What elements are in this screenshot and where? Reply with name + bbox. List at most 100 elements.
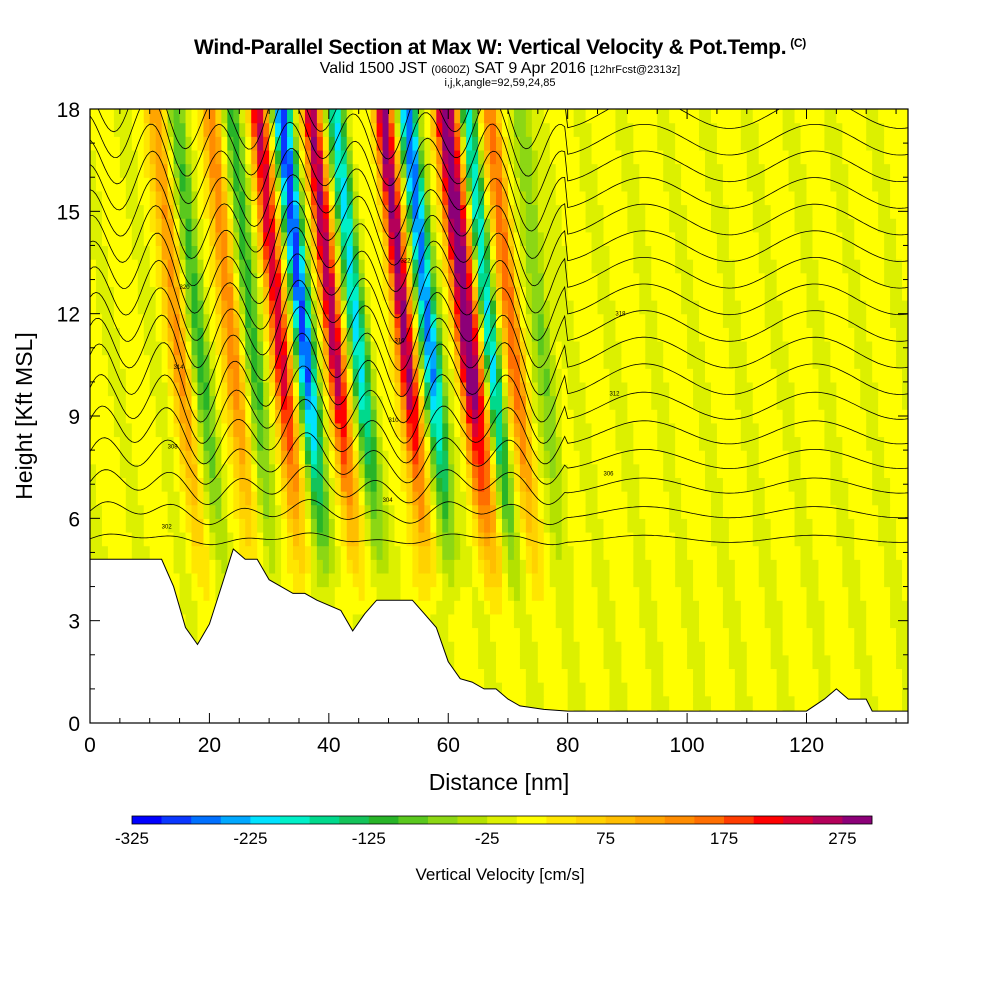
velocity-cell [800, 340, 808, 356]
velocity-cell [663, 668, 670, 683]
velocity-cell [758, 463, 766, 478]
velocity-cell [448, 531, 455, 547]
velocity-cell [376, 545, 384, 560]
velocity-cell [95, 436, 103, 451]
velocity-cell [890, 627, 897, 642]
velocity-cell [519, 477, 527, 492]
velocity-cell [752, 668, 760, 683]
velocity-cell [764, 572, 772, 588]
velocity-cell [322, 477, 330, 492]
velocity-cell [609, 695, 617, 710]
velocity-cell [806, 340, 814, 356]
velocity-cell [704, 340, 712, 356]
velocity-cell [675, 368, 682, 383]
velocity-cell [155, 327, 163, 342]
velocity-cell [531, 668, 539, 683]
velocity-cell [364, 409, 372, 424]
velocity-cell [448, 354, 455, 369]
velocity-cell [890, 641, 897, 656]
velocity-cell [310, 381, 318, 397]
velocity-cell [203, 395, 211, 410]
velocity-cell [340, 286, 348, 301]
velocity-cell [794, 600, 802, 615]
velocity-cell [806, 245, 814, 260]
velocity-cell [149, 231, 157, 247]
velocity-cell [699, 231, 706, 247]
velocity-cell [806, 641, 814, 656]
velocity-cell [215, 436, 222, 451]
velocity-cell [716, 231, 724, 247]
velocity-cell [173, 518, 181, 533]
velocity-cell [197, 327, 205, 342]
velocity-cell [818, 491, 826, 506]
velocity-cell [764, 559, 772, 574]
velocity-cell [507, 682, 515, 697]
velocity-cell [334, 354, 342, 369]
velocity-cell [603, 654, 611, 670]
velocity-cell [448, 613, 455, 629]
velocity-cell [287, 531, 294, 547]
velocity-cell [525, 477, 533, 492]
velocity-cell [454, 354, 461, 369]
velocity-cell [519, 586, 527, 601]
velocity-cell [233, 231, 240, 247]
velocity-cell [424, 504, 431, 519]
velocity-cell [764, 477, 772, 492]
velocity-cell [573, 368, 581, 383]
velocity-cell [484, 477, 491, 492]
velocity-cell [173, 531, 181, 547]
velocity-cell [669, 572, 676, 588]
velocity-cell [484, 559, 491, 574]
velocity-cell [167, 231, 175, 247]
velocity-cell [812, 436, 820, 451]
velocity-cell [221, 504, 228, 519]
velocity-cell [507, 572, 515, 588]
velocity-cell [119, 368, 127, 383]
velocity-cell [466, 545, 473, 560]
velocity-cell [848, 586, 855, 601]
velocity-cell [281, 559, 288, 574]
velocity-cell [549, 641, 557, 656]
velocity-cell [794, 450, 802, 465]
velocity-cell [460, 450, 467, 465]
velocity-cell [472, 641, 479, 656]
velocity-cell [513, 272, 521, 287]
velocity-cell [776, 518, 784, 533]
velocity-cell [519, 695, 527, 710]
velocity-cell [484, 409, 491, 424]
velocity-cell [478, 313, 485, 328]
velocity-cell [818, 668, 826, 683]
velocity-cell [370, 491, 378, 506]
velocity-cell [716, 259, 724, 274]
velocity-cell [716, 531, 724, 547]
velocity-cell [131, 218, 139, 233]
velocity-cell [173, 327, 181, 342]
velocity-cell [794, 695, 802, 710]
velocity-cell [436, 327, 443, 342]
velocity-cell [233, 327, 240, 342]
velocity-cell [310, 259, 318, 274]
velocity-cell [364, 340, 372, 356]
velocity-cell [275, 218, 282, 233]
velocity-cell [633, 518, 640, 533]
velocity-cell [454, 504, 461, 519]
velocity-cell [406, 422, 414, 438]
velocity-cell [657, 409, 664, 424]
velocity-cell [782, 272, 790, 287]
velocity-cell [418, 395, 425, 410]
velocity-cell [221, 368, 228, 383]
velocity-cell [555, 245, 563, 260]
velocity-cell [263, 559, 270, 574]
velocity-cell [227, 231, 234, 247]
velocity-cell [627, 572, 634, 588]
velocity-cell [866, 231, 873, 247]
velocity-cell [693, 272, 700, 287]
velocity-cell [561, 695, 569, 710]
velocity-cell [448, 504, 455, 519]
velocity-cell [854, 477, 861, 492]
velocity-cell [627, 395, 634, 410]
velocity-cell [352, 518, 360, 533]
velocity-cell [478, 354, 485, 369]
velocity-cell [567, 668, 575, 683]
velocity-cell [543, 654, 551, 670]
